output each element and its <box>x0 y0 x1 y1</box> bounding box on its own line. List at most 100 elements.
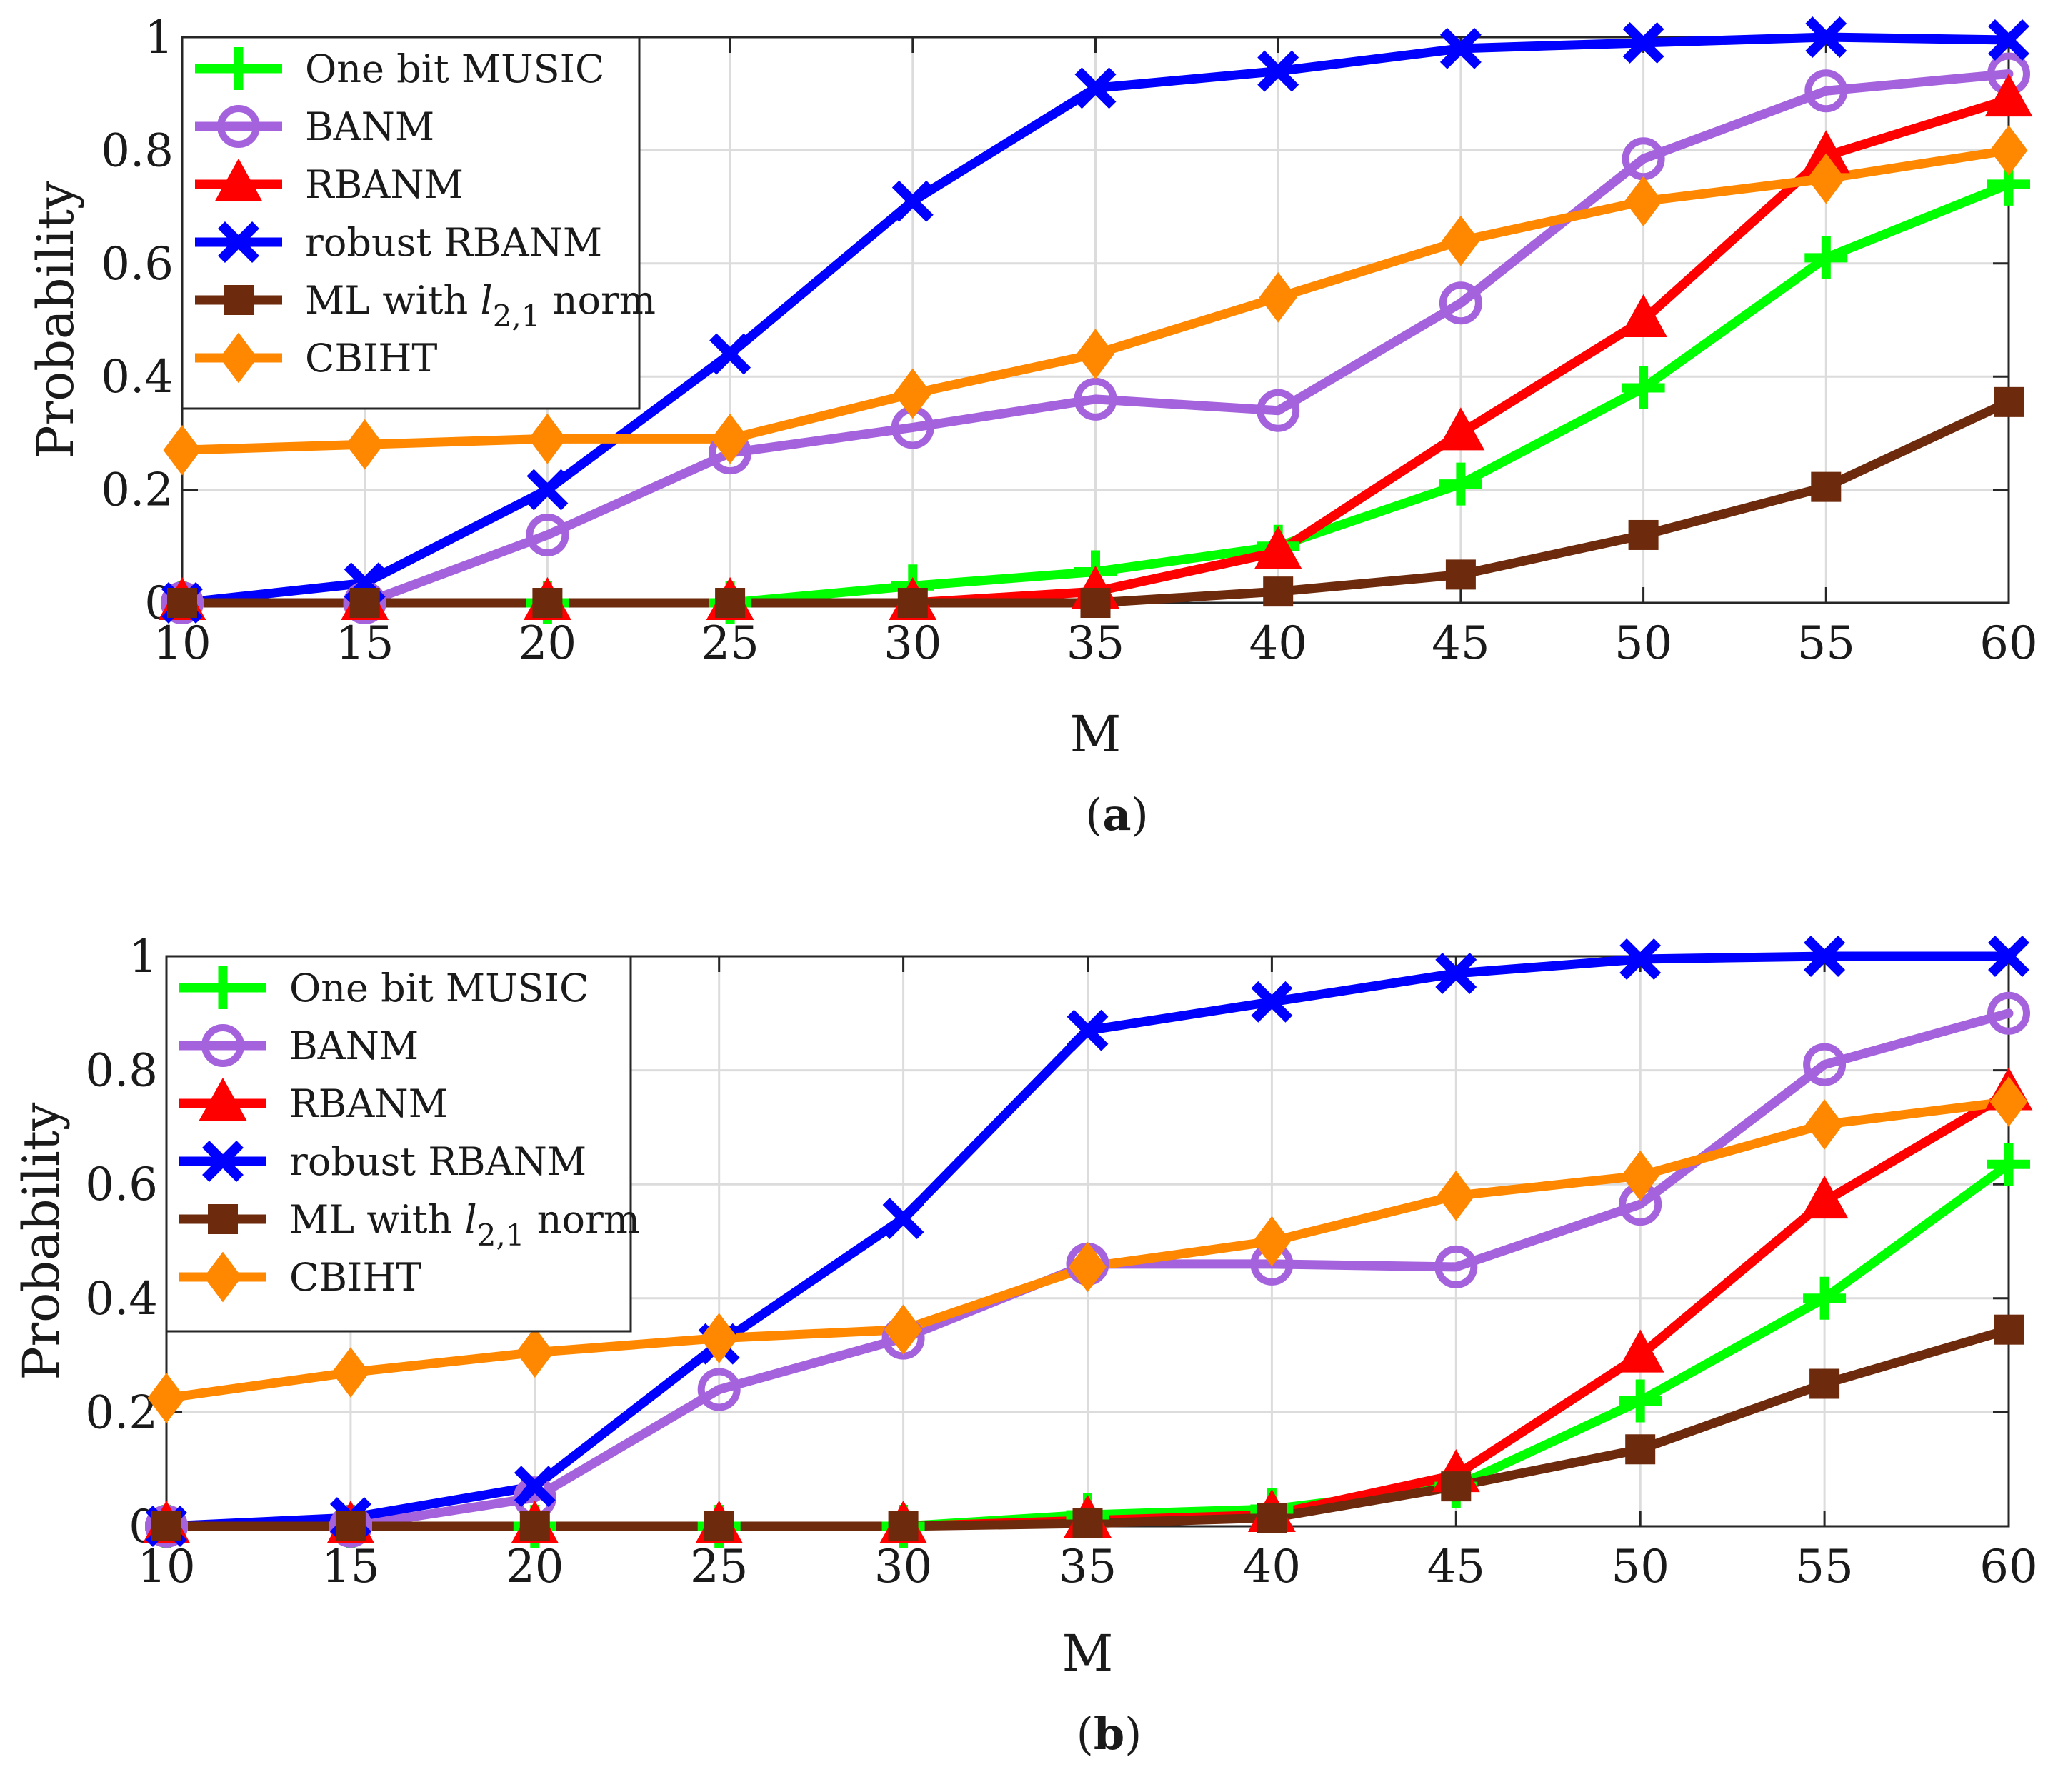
data-point-s1-p9 <box>1804 69 1848 113</box>
legend-label-4: ML with l2,1 norm <box>305 278 656 334</box>
data-point-s3-p6 <box>1257 50 1299 92</box>
legend-label-1: BANM <box>289 1023 419 1068</box>
data-point-s4-p5 <box>1080 588 1111 618</box>
legend-label-var: l <box>464 1197 476 1242</box>
data-point-s5-p5 <box>1077 329 1114 379</box>
data-point-s3-p5 <box>1074 67 1117 109</box>
legend: One bit MUSIC BANM RBANM robust RBANM ML wit… <box>165 955 640 1333</box>
legend-label-sub: 2,1 <box>493 299 541 334</box>
data-point-s4-p8 <box>1628 519 1659 550</box>
data-point-s4-p2 <box>519 1511 550 1541</box>
legend-label-0: One bit MUSIC <box>289 966 589 1011</box>
data-point-s2-p8 <box>1616 1329 1664 1373</box>
caption-close: ) <box>1124 1708 1142 1760</box>
y-axis-label: Probability <box>26 181 85 459</box>
legend-marker-1 <box>201 1024 244 1067</box>
data-point-s5-p3 <box>711 413 749 464</box>
x-tick-label: 40 <box>1249 617 1307 670</box>
x-tick-label: 55 <box>1797 617 1855 670</box>
data-point-s3-p6 <box>1251 981 1293 1023</box>
legend-marker-3 <box>202 1141 244 1182</box>
legend-label-sub: 2,1 <box>477 1218 525 1253</box>
data-point-s5-p10 <box>1989 1076 2028 1127</box>
legend-marker-2 <box>214 158 263 201</box>
x-tick-label: 55 <box>1795 1541 1853 1593</box>
legend-label-pre: ML with <box>305 278 480 323</box>
data-point-s4-p0 <box>151 1511 181 1541</box>
legend-label-var: l <box>480 278 492 323</box>
legend-label-1: BANM <box>305 104 434 149</box>
data-point-s3-p2 <box>526 469 569 511</box>
x-tick-label: 35 <box>1067 617 1124 670</box>
data-point-s5-p0 <box>163 424 201 476</box>
y-tick-label: 0.2 <box>101 464 174 517</box>
y-axis-label: Probability <box>12 1102 71 1380</box>
x-axis-label: M <box>1070 705 1122 764</box>
y-tick-label: 0.8 <box>85 1045 158 1098</box>
data-point-s3-p7 <box>1439 27 1482 69</box>
x-tick-label: 45 <box>1427 1541 1485 1593</box>
legend-label-2: RBANM <box>305 162 464 207</box>
data-point-s5-p1 <box>331 1347 370 1398</box>
data-point-s1-p7 <box>1434 1245 1478 1288</box>
data-point-s3-p9 <box>1805 16 1847 58</box>
x-tick-label: 35 <box>1059 1541 1117 1593</box>
data-point-s2-p10 <box>1984 74 2033 117</box>
legend-box <box>181 36 641 410</box>
x-axis-label: M <box>1062 1624 1114 1683</box>
legend-marker-0 <box>201 966 244 1009</box>
y-tick-label: 0.4 <box>85 1273 158 1326</box>
data-point-s4-p9 <box>1809 1368 1840 1399</box>
x-tick-label: 50 <box>1614 617 1672 670</box>
data-point-s5-p0 <box>147 1373 186 1423</box>
data-point-s5-p7 <box>1437 1170 1475 1221</box>
data-point-s5-p1 <box>346 419 384 470</box>
legend-marker-1 <box>217 105 260 148</box>
legend-label-5: CBIHT <box>289 1255 421 1300</box>
data-point-s4-p7 <box>1445 559 1476 590</box>
data-point-s1-p3 <box>697 1368 741 1411</box>
legend-label-post: norm <box>525 1197 640 1242</box>
data-point-s5-p4 <box>884 1304 923 1356</box>
data-point-s5-p7 <box>1442 215 1480 266</box>
data-point-s5-p2 <box>528 413 566 464</box>
x-tick-label: 10 <box>153 617 211 670</box>
data-point-s1-p2 <box>526 513 569 556</box>
x-tick-label: 50 <box>1611 1541 1669 1593</box>
legend-label-0: One bit MUSIC <box>305 46 604 91</box>
legend-marker-3 <box>218 221 259 263</box>
data-point-s1-p7 <box>1439 281 1482 325</box>
x-tick-label: 45 <box>1432 617 1489 670</box>
data-point-s4-p0 <box>167 588 197 618</box>
data-point-s3-p2 <box>514 1466 556 1508</box>
legend-label-4: ML with l2,1 norm <box>289 1197 640 1253</box>
data-point-s4-p1 <box>349 588 380 618</box>
y-tick-label: 0.8 <box>101 124 174 177</box>
caption-open: ( <box>1077 1708 1094 1760</box>
x-tick-label: 60 <box>1979 1541 2037 1593</box>
data-point-s5-p9 <box>1805 1099 1844 1150</box>
data-point-s4-p3 <box>715 588 746 618</box>
data-point-s4-p4 <box>888 1511 919 1541</box>
data-point-s1-p5 <box>1074 377 1117 421</box>
data-point-s4-p10 <box>1994 386 2024 417</box>
x-tick-label: 10 <box>137 1541 195 1593</box>
data-point-s3-p4 <box>891 180 934 222</box>
caption-letter: b <box>1094 1708 1124 1760</box>
data-point-s4-p8 <box>1625 1434 1656 1465</box>
x-tick-label: 60 <box>1979 617 2037 670</box>
data-point-s0-p7 <box>1439 462 1482 506</box>
legend-marker-5 <box>204 1251 242 1303</box>
figure-caption: (b) <box>1077 1708 1142 1760</box>
data-point-s4-p2 <box>532 588 563 618</box>
data-point-s4-p10 <box>1994 1314 2024 1345</box>
data-point-s5-p2 <box>516 1327 554 1378</box>
data-point-s5-p3 <box>700 1313 739 1363</box>
data-point-s3-p5 <box>1067 1009 1109 1051</box>
chart-panel-a: 10 15 20 25 30 35 40 45 50 55 6000.20.40.60.81MPro… <box>26 11 2038 841</box>
data-point-s5-p10 <box>1989 125 2028 176</box>
data-point-s0-p9 <box>1803 1276 1847 1320</box>
caption-close: ) <box>1132 789 1149 841</box>
data-point-s5-p8 <box>1621 1150 1659 1201</box>
legend-marker-4 <box>208 1204 238 1234</box>
